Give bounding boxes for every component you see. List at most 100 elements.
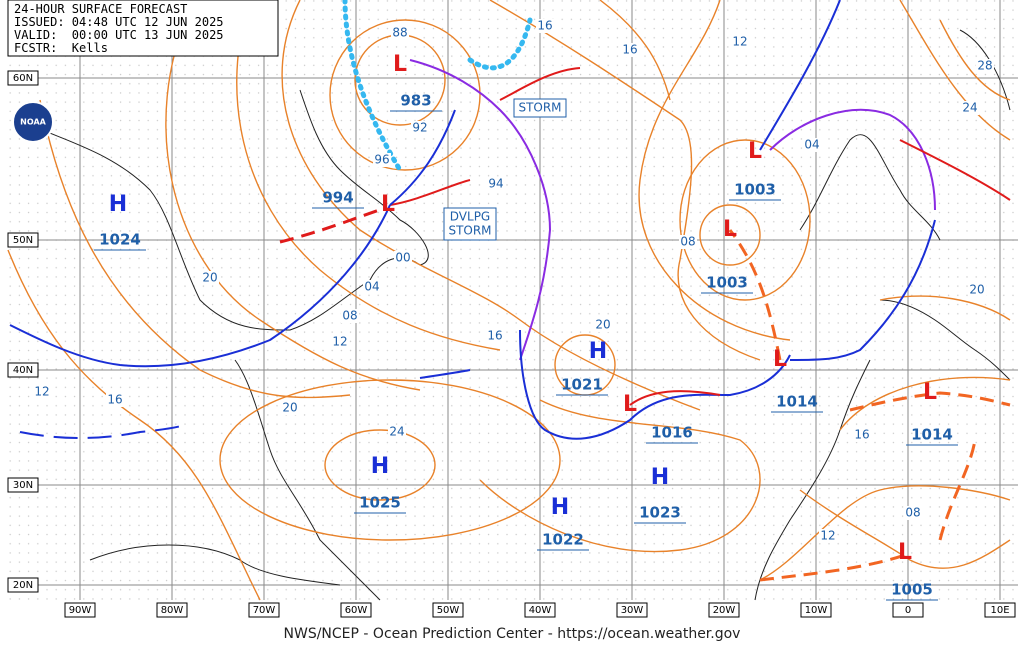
latitude-label: 30N — [13, 480, 33, 491]
isobar-label-bg — [819, 529, 837, 543]
longitude-label-box — [64, 602, 96, 618]
isobar-label-bg — [373, 153, 391, 167]
isobar-label-bg — [33, 385, 51, 399]
isobar-label: 12 — [332, 335, 347, 349]
pressure-center-symbol: H — [589, 339, 607, 364]
header-issued: ISSUED: 04:48 UTC 12 JUN 2025 — [14, 15, 224, 29]
isobar-label-bg — [487, 177, 505, 191]
isobar-label-bg — [106, 393, 124, 407]
isobar-label: 20 — [595, 318, 610, 332]
latitude-label: 60N — [13, 73, 33, 84]
isobar-label: 12 — [820, 529, 835, 543]
isobar-label: 08 — [342, 309, 357, 323]
isobar-label-bg — [201, 271, 219, 285]
logo — [12, 101, 54, 143]
storm-label-box — [513, 98, 567, 118]
isobar-label-bg — [363, 280, 381, 294]
longitude-label: 30W — [621, 605, 644, 616]
longitude-label-box — [892, 602, 924, 618]
isobar-label-bg — [968, 283, 986, 297]
latitude-label-box — [7, 362, 39, 378]
latitude-label: 20N — [13, 580, 33, 591]
isobar-label: 16 — [537, 19, 552, 33]
isobar-label: 00 — [395, 251, 410, 265]
header-forecaster: FCSTR: Kells — [14, 41, 108, 55]
isobar-label: 08 — [680, 235, 695, 249]
header-valid: VALID: 00:00 UTC 13 JUN 2025 — [14, 28, 224, 42]
longitude-label-box — [708, 602, 740, 618]
longitude-label: 0 — [905, 605, 911, 616]
isobar-label: 04 — [364, 280, 379, 294]
isobar-label-bg — [391, 26, 409, 40]
latitude-label-box — [7, 477, 39, 493]
pressure-value: 1003 — [706, 274, 748, 292]
isobar-label: 20 — [202, 271, 217, 285]
isobar-label: 24 — [389, 425, 404, 439]
pressure-center-symbol: L — [748, 139, 762, 164]
isobar-label-bg — [853, 428, 871, 442]
isobar-label-bg — [904, 506, 922, 520]
pressure-value: 1024 — [99, 231, 141, 249]
isobar-label-bg — [731, 35, 749, 49]
pressure-center-symbol: L — [381, 192, 395, 217]
pressure-center-symbol: H — [371, 454, 389, 479]
isobar-label: 94 — [488, 177, 503, 191]
pressure-value: 1003 — [734, 181, 776, 199]
latitude-label-box — [7, 577, 39, 593]
isobar-label-bg — [486, 329, 504, 343]
latitude-label: 50N — [13, 235, 33, 246]
isobar-label-bg — [394, 251, 412, 265]
isobar-label: 16 — [854, 428, 869, 442]
isobar-label-bg — [281, 401, 299, 415]
isobar-label: 24 — [962, 101, 977, 115]
longitude-label: 80W — [161, 605, 184, 616]
isobar-label-bg — [411, 121, 429, 135]
isobar-label: 12 — [34, 385, 49, 399]
isobar-label: 12 — [732, 35, 747, 49]
latitude-label-box — [7, 70, 39, 86]
pressure-value: 1021 — [561, 376, 603, 394]
pressure-center-symbol: L — [393, 52, 407, 77]
isobar-label: 88 — [392, 26, 407, 40]
isobar-label: 20 — [282, 401, 297, 415]
pressure-value: 1016 — [651, 424, 693, 442]
longitude-label-box — [432, 602, 464, 618]
isobar-label-bg — [594, 318, 612, 332]
isobar-label-bg — [536, 19, 554, 33]
longitude-label-box — [340, 602, 372, 618]
isobar-label: 96 — [374, 153, 389, 167]
header-title: 24-HOUR SURFACE FORECAST — [14, 2, 187, 16]
storm-label: STORM — [448, 224, 491, 238]
header-box — [7, 0, 279, 57]
pressure-value: 983 — [400, 92, 431, 110]
pressure-center-symbol: H — [651, 465, 669, 490]
pressure-center-symbol: H — [551, 495, 569, 520]
isobar-label-bg — [976, 59, 994, 73]
longitude-label-box — [984, 602, 1016, 618]
latitude-label-box — [7, 232, 39, 248]
isobar-label-bg — [388, 425, 406, 439]
storm-label: STORM — [518, 101, 561, 115]
pressure-center-symbol: L — [923, 380, 937, 405]
pressure-center-symbol: L — [898, 540, 912, 565]
longitude-label: 70W — [253, 605, 276, 616]
longitude-label-box — [156, 602, 188, 618]
pressure-center-symbol: L — [723, 217, 737, 242]
longitude-label-box — [800, 602, 832, 618]
logo-text: NOAA — [20, 118, 46, 127]
longitude-label-box — [248, 602, 280, 618]
isobar-label: 92 — [412, 121, 427, 135]
longitude-label: 60W — [345, 605, 368, 616]
isobar-label-bg — [341, 309, 359, 323]
labels: 60N 50N 40N 30N 20N 90W 80W 70W 60W 50W 40W 30W 20W 1… — [7, 19, 1016, 618]
isobar-label: 20 — [969, 283, 984, 297]
storm-label-box — [443, 207, 497, 241]
footer: NWS/NCEP - Ocean Prediction Center - htt… — [284, 626, 741, 642]
isobar-label-bg — [961, 101, 979, 115]
pressure-value: 1014 — [911, 426, 953, 444]
isobar-label-bg — [679, 235, 697, 249]
pressure-value: 1014 — [776, 393, 818, 411]
longitude-label: 90W — [69, 605, 92, 616]
longitude-label: 40W — [529, 605, 552, 616]
